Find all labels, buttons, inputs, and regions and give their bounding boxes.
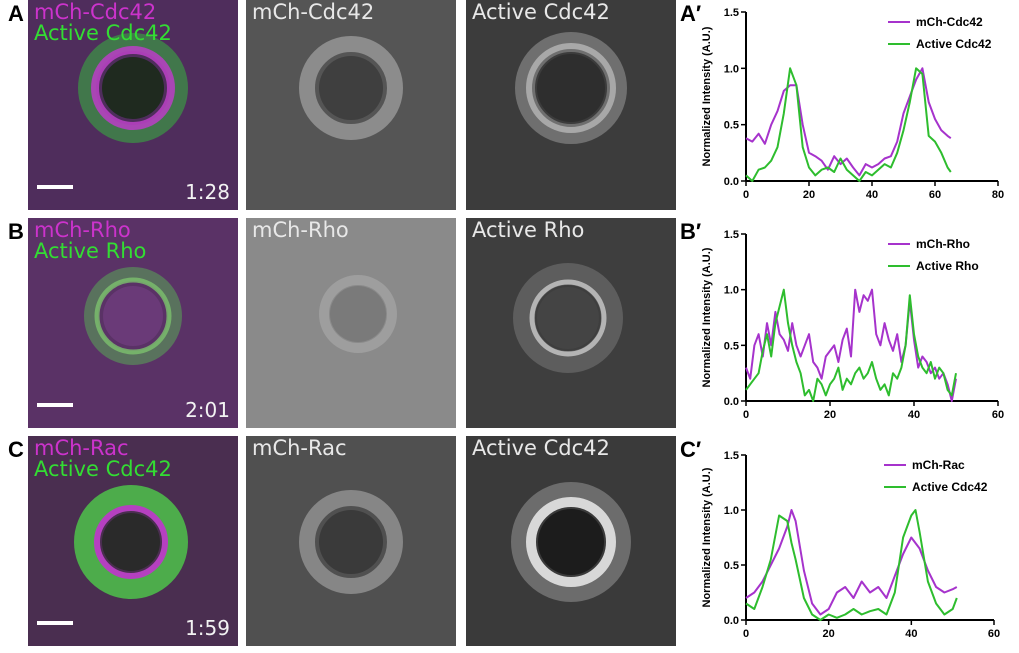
x-tick-label: 60 (988, 628, 1000, 640)
timestamp: 1:28 (185, 180, 230, 204)
x-tick-label: 20 (823, 628, 835, 640)
x-tick-label: 0 (743, 189, 749, 201)
y-tick-label: 1.0 (724, 63, 739, 75)
channel-label: Active Rho (472, 218, 585, 242)
y-axis-label: Normalized Intensity (A.U.) (701, 26, 713, 166)
series-line-magenta (745, 67, 952, 177)
y-axis-label: Normalized Intensity (A.U.) (701, 467, 713, 607)
merge-label-bottom: Active Cdc42 (34, 21, 172, 45)
legend-label: Active Cdc42 (912, 480, 988, 494)
series-line-green (745, 509, 958, 621)
legend-label: mCh-Cdc42 (916, 15, 983, 29)
single-channel-image-a1: mCh-Cdc42 (246, 0, 456, 210)
y-tick-label: 1.0 (724, 285, 739, 297)
series-line-green (745, 288, 957, 402)
merge-label-top: mCh-Rac (34, 436, 129, 460)
y-tick-label: 1.0 (724, 505, 739, 517)
line-chart-a: 0.0 0.5 1.0 1.5 0 20 40 60 80 Normalized Intensit… (696, 0, 1019, 218)
single-channel-image-c2: Active Cdc42 (466, 436, 676, 646)
channel-label: Active Cdc42 (472, 0, 610, 24)
line-chart-c: 0.0 0.5 1.0 1.5 0 20 40 60 Normalized Intensity … (696, 436, 1019, 648)
channel-label: mCh-Rac (252, 436, 347, 460)
series-line-magenta (745, 288, 957, 402)
y-tick-label: 1.5 (724, 450, 739, 462)
merge-label-top: mCh-Cdc42 (34, 0, 157, 24)
legend-label: Active Cdc42 (916, 37, 992, 51)
chart-letter-b: B′ (680, 219, 702, 244)
line-chart-b: 0.0 0.5 1.0 1.5 0 20 40 60 Normalized Intensity … (696, 218, 1019, 436)
timestamp: 2:01 (185, 398, 230, 422)
x-tick-label: 0 (743, 409, 749, 421)
scale-bar (37, 621, 73, 625)
scale-bar (37, 403, 73, 407)
merge-label-bottom: Active Cdc42 (34, 457, 172, 481)
legend-label: Active Rho (916, 259, 979, 273)
legend-label: mCh-Rho (916, 237, 970, 251)
channel-label: mCh-Cdc42 (252, 0, 375, 24)
merge-label-top: mCh-Rho (34, 218, 131, 242)
merge-image-a: mCh-Cdc42 Active Cdc42 1:28 (28, 0, 238, 210)
single-channel-image-c1: mCh-Rac (246, 436, 456, 646)
series-line-green (745, 67, 952, 182)
x-tick-label: 0 (743, 628, 749, 640)
chart-letter-a: A′ (680, 1, 702, 26)
x-tick-label: 40 (908, 409, 920, 421)
panel-letter-b: B (8, 219, 24, 244)
merge-label-bottom: Active Rho (34, 239, 147, 263)
y-axis-label: Normalized Intensity (A.U.) (701, 247, 713, 387)
y-tick-label: 0.0 (724, 176, 739, 188)
x-tick-label: 40 (866, 189, 878, 201)
panel-letter-a: A (8, 1, 24, 26)
single-channel-image-a2: Active Cdc42 (466, 0, 676, 210)
y-tick-label: 0.0 (724, 396, 739, 408)
channel-label: mCh-Rho (252, 218, 349, 242)
legend-label: mCh-Rac (912, 458, 965, 472)
y-tick-label: 0.5 (724, 340, 739, 352)
merge-image-c: mCh-Rac Active Cdc42 1:59 (28, 436, 238, 646)
scale-bar (37, 185, 73, 189)
x-tick-label: 80 (992, 189, 1004, 201)
timestamp: 1:59 (185, 616, 230, 640)
merge-image-b: mCh-Rho Active Rho 2:01 (28, 218, 238, 428)
y-tick-label: 1.5 (724, 229, 739, 241)
x-tick-label: 20 (824, 409, 836, 421)
single-channel-image-b2: Active Rho (466, 218, 676, 428)
x-tick-label: 60 (992, 409, 1004, 421)
x-tick-label: 20 (803, 189, 815, 201)
x-tick-label: 60 (929, 189, 941, 201)
single-channel-image-b1: mCh-Rho (246, 218, 456, 428)
channel-label: Active Cdc42 (472, 436, 610, 460)
y-tick-label: 1.5 (724, 7, 739, 19)
x-tick-label: 40 (905, 628, 917, 640)
panel-letter-c: C (8, 437, 24, 462)
y-tick-label: 0.5 (724, 560, 739, 572)
y-tick-label: 0.0 (724, 615, 739, 627)
chart-letter-c: C′ (680, 437, 702, 462)
y-tick-label: 0.5 (724, 120, 739, 132)
